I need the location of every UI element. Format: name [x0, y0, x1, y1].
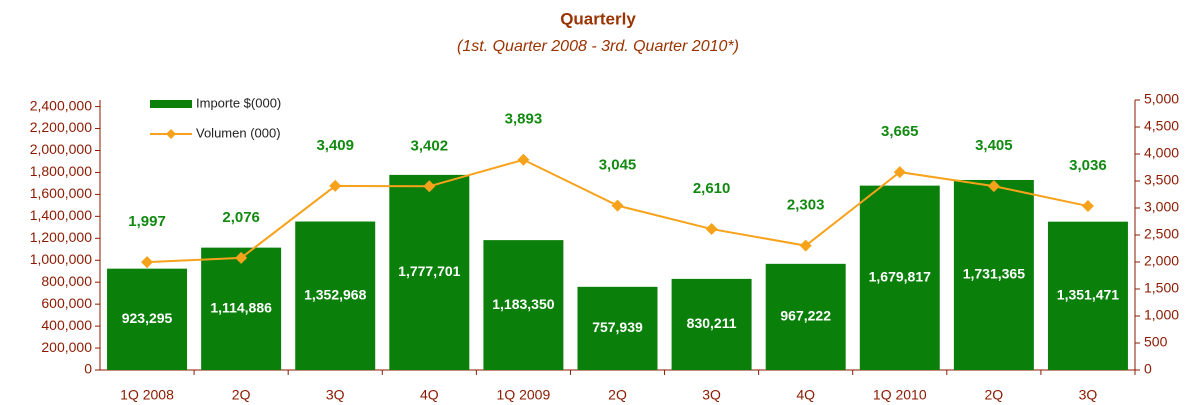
- x-tick-label: 3Q: [1079, 387, 1098, 403]
- line-value-label: 2,303: [787, 197, 825, 214]
- bar: [671, 278, 752, 370]
- bar: [577, 286, 658, 370]
- line-marker: [987, 180, 1000, 193]
- legend-label: Importe $(000): [196, 95, 281, 110]
- y2-tick-label: 1,500: [1144, 280, 1179, 296]
- y-tick-label: 2,400,000: [30, 97, 92, 113]
- y2-tick-label: 2,500: [1144, 226, 1179, 242]
- line-marker: [517, 153, 530, 166]
- line-value-label: 2,610: [693, 180, 731, 197]
- chart-title: Quarterly: [560, 9, 636, 28]
- line-marker: [799, 239, 812, 252]
- y-tick-label: 2,200,000: [30, 119, 92, 135]
- line-marker: [893, 166, 906, 179]
- y-tick-label: 1,200,000: [30, 229, 92, 245]
- y2-tick-label: 5,000: [1144, 91, 1179, 107]
- y2-tick-label: 500: [1144, 334, 1168, 350]
- x-tick-label: 3Q: [702, 387, 721, 403]
- line-value-label: 3,665: [881, 123, 919, 140]
- y-tick-label: 600,000: [41, 295, 92, 311]
- x-tick-label: 4Q: [796, 387, 815, 403]
- y-tick-label: 400,000: [41, 317, 92, 333]
- y2-tick-label: 1,000: [1144, 307, 1179, 323]
- line-value-label: 3,402: [411, 137, 449, 154]
- bar-value-label: 1,352,968: [304, 286, 366, 302]
- bar: [107, 268, 188, 370]
- bar-value-label: 1,679,817: [869, 269, 931, 285]
- y2-tick-label: 2,000: [1144, 253, 1179, 269]
- bar-value-label: 967,222: [780, 308, 831, 324]
- line-value-label: 3,405: [975, 137, 1013, 154]
- bar: [859, 185, 940, 370]
- bar: [389, 174, 470, 370]
- x-tick-label: 2Q: [608, 387, 627, 403]
- bar: [953, 179, 1034, 370]
- y2-tick-label: 0: [1144, 361, 1152, 377]
- bar: [1047, 221, 1128, 370]
- line-marker: [235, 251, 248, 264]
- bar-value-label: 1,183,350: [492, 296, 554, 312]
- x-tick-label: 1Q 2009: [497, 387, 551, 403]
- y-tick-label: 200,000: [41, 339, 92, 355]
- bar: [765, 263, 846, 370]
- x-tick-label: 4Q: [420, 387, 439, 403]
- line-marker: [1081, 200, 1094, 213]
- y-tick-label: 1,600,000: [30, 185, 92, 201]
- chart-subtitle: (1st. Quarter 2008 - 3rd. Quarter 2010*): [457, 38, 739, 55]
- y2-tick-label: 4,500: [1144, 118, 1179, 134]
- line-marker: [611, 199, 624, 212]
- bar: [483, 240, 564, 370]
- y-tick-label: 2,000,000: [30, 141, 92, 157]
- y-tick-label: 1,400,000: [30, 207, 92, 223]
- bar-value-label: 1,731,365: [963, 266, 1025, 282]
- bar-value-label: 923,295: [122, 310, 173, 326]
- x-tick-label: 3Q: [326, 387, 345, 403]
- legend-label: Volumen (000): [196, 125, 281, 140]
- line-marker: [705, 223, 718, 236]
- bar-value-label: 1,351,471: [1057, 287, 1119, 303]
- x-tick-label: 2Q: [985, 387, 1004, 403]
- line-marker: [329, 179, 342, 192]
- y-tick-label: 1,000,000: [30, 251, 92, 267]
- line-marker: [423, 180, 436, 193]
- x-tick-label: 1Q 2010: [873, 387, 927, 403]
- y-tick-label: 0: [84, 361, 92, 377]
- legend-swatch-marker: [166, 129, 176, 139]
- y2-tick-label: 3,500: [1144, 172, 1179, 188]
- line-value-label: 1,997: [128, 213, 166, 230]
- x-tick-label: 1Q 2008: [120, 387, 174, 403]
- bar-value-label: 1,114,886: [210, 300, 272, 316]
- y-tick-label: 800,000: [41, 273, 92, 289]
- y2-tick-label: 4,000: [1144, 145, 1179, 161]
- line-value-label: 3,893: [505, 111, 543, 128]
- y2-tick-label: 3,000: [1144, 199, 1179, 215]
- bar: [201, 247, 282, 370]
- bar: [295, 221, 376, 370]
- y-tick-label: 1,800,000: [30, 163, 92, 179]
- line-value-label: 3,036: [1069, 157, 1107, 174]
- line-marker: [141, 256, 154, 269]
- x-tick-label: 2Q: [232, 387, 251, 403]
- bar-value-label: 1,777,701: [398, 263, 460, 279]
- bar-value-label: 757,939: [592, 319, 643, 335]
- line-value-label: 3,409: [316, 137, 354, 154]
- bar-value-label: 830,211: [687, 315, 737, 331]
- line-value-label: 3,045: [599, 157, 637, 174]
- line-value-label: 2,076: [222, 209, 260, 226]
- legend-swatch: [150, 100, 192, 108]
